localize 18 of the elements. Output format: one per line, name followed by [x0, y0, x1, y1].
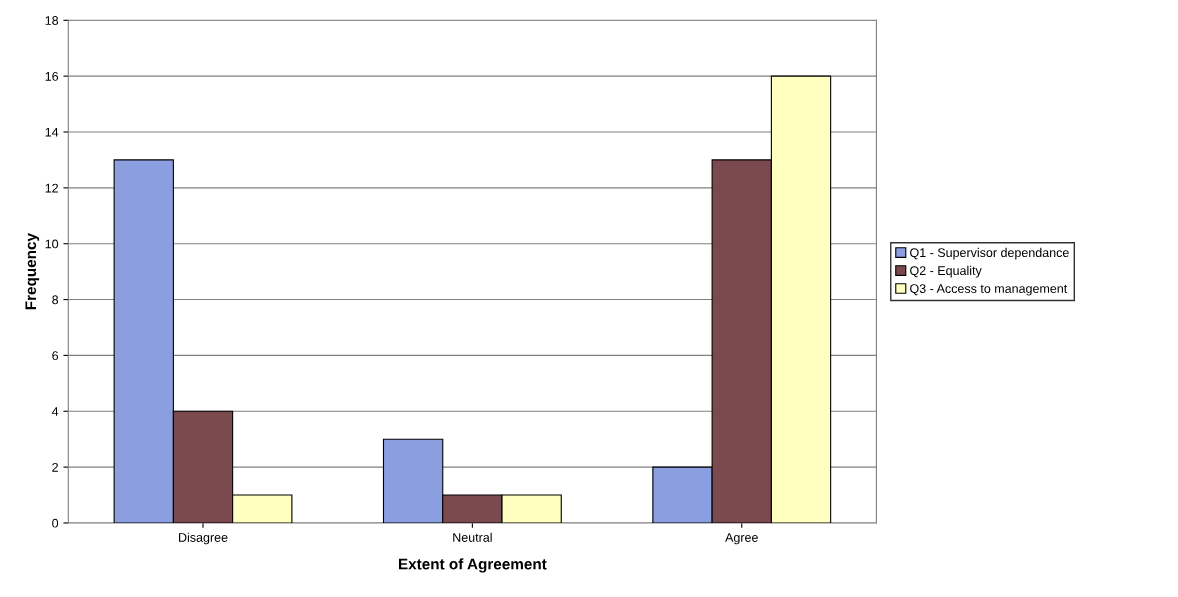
y-tick-label: 8 [52, 295, 59, 305]
y-tick-label: 2 [52, 462, 58, 472]
y-axis-title: Frequency [25, 233, 40, 310]
y-tick-label: 10 [45, 239, 59, 249]
x-tick-label: Disagree [179, 532, 228, 545]
y-tick-label: 16 [45, 71, 59, 81]
legend-label: Q3 - Access to management [910, 284, 1068, 296]
y-tick-label: 18 [45, 16, 59, 25]
y-tick-label: 14 [45, 127, 59, 137]
x-tick-label: Neutral [453, 532, 492, 542]
legend-label: Q2 - Equality [910, 265, 982, 278]
x-tick-label: Agree [725, 533, 758, 545]
y-tick-label: 12 [45, 183, 58, 193]
y-tick-label: 6 [52, 351, 59, 361]
y-tick-label: 0 [52, 518, 59, 528]
y-tick-label: 4 [51, 407, 59, 416]
legend-label: Q1 - Supervisor dependance [910, 247, 1069, 260]
x-axis-title: Extent of Agreement [398, 558, 547, 573]
